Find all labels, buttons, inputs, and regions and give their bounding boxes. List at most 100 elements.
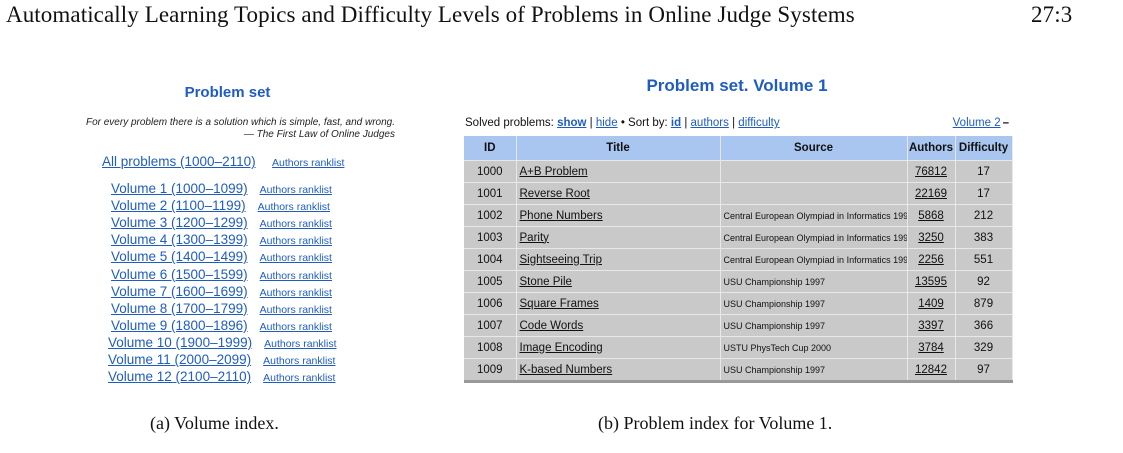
table-row: 1001 Reverse Root 22169 17 [464, 182, 1013, 205]
table-cell: 76812 [907, 160, 956, 183]
table-row: 1005 Stone Pile USU Championship 1997 13595… [464, 270, 1013, 293]
volume-link[interactable]: Volume 2 (1100–1199) [111, 198, 246, 214]
separator: | [684, 117, 688, 129]
table-cell: Image Encoding [516, 336, 721, 359]
sort-authors-link[interactable]: authors [690, 117, 729, 129]
table-cell: Code Words [516, 314, 721, 337]
table-cell: 3784 [907, 336, 956, 359]
volume-row: Volume 1 (1000–1099) Authors ranklist [111, 180, 332, 197]
authors-ranklist-link[interactable]: Authors ranklist [259, 303, 332, 316]
column-header-difficulty[interactable]: Difficulty [955, 136, 1013, 161]
volume-link[interactable]: Volume 3 (1200–1299) [111, 215, 248, 231]
table-header-row: ID Title Source Authors Difficulty [464, 136, 1013, 161]
table-cell: 1004 [464, 248, 517, 271]
table-cell: K-based Numbers [516, 358, 721, 382]
problem-authors-link[interactable]: 13595 [915, 275, 947, 288]
table-cell: 17 [955, 160, 1013, 183]
problem-title-link[interactable]: A+B Problem [519, 165, 588, 178]
volume-link[interactable]: Volume 9 (1800–1896) [111, 317, 248, 333]
problem-authors-link[interactable]: 3784 [918, 341, 944, 354]
problem-difficulty: 17 [977, 165, 990, 178]
column-header-id[interactable]: ID [464, 136, 517, 161]
authors-ranklist-link[interactable]: Authors ranklist [259, 218, 332, 231]
authors-ranklist-link[interactable]: Authors ranklist [259, 252, 332, 265]
problem-title-link[interactable]: Code Words [519, 319, 584, 332]
table-cell: 1003 [464, 226, 517, 249]
problem-id: 1008 [476, 341, 503, 354]
problem-title-link[interactable]: Parity [519, 231, 549, 244]
authors-ranklist-link[interactable]: Authors ranklist [259, 320, 332, 333]
problem-title-link[interactable]: Sightseeing Trip [519, 253, 602, 266]
table-cell: 97 [955, 358, 1013, 382]
paper-title: Automatically Learning Topics and Diffic… [6, 2, 855, 27]
problem-title-link[interactable]: Image Encoding [519, 341, 603, 354]
authors-ranklist-link[interactable]: Authors ranklist [259, 269, 332, 282]
separator: | [589, 117, 593, 129]
volume-index-screenshot: Problem set For every problem there is a… [50, 70, 410, 390]
solved-problems-label: Solved problems: [465, 117, 554, 129]
problem-title-link[interactable]: Square Frames [519, 297, 599, 310]
next-volume-dash: – [1002, 117, 1009, 129]
authors-ranklist-link[interactable]: Authors ranklist [272, 157, 345, 169]
table-cell: Central European Olympiad in Informatics… [720, 226, 908, 249]
problem-authors-link[interactable]: 76812 [915, 165, 947, 178]
problem-table: ID Title Source Authors Difficulty 1000 A… [464, 136, 1013, 383]
all-problems-link[interactable]: All problems (1000–2110) [102, 154, 256, 169]
show-link[interactable]: show [557, 117, 587, 129]
volume-link[interactable]: Volume 11 (2000–2099) [108, 352, 252, 367]
table-cell: USU Championship 1997 [720, 358, 908, 382]
volume-link[interactable]: Volume 7 (1600–1699) [111, 283, 248, 299]
table-cell: 383 [955, 226, 1013, 249]
table-body: 1000 A+B Problem 76812 17 1001 Reverse Root 22… [464, 160, 1013, 382]
sort-difficulty-link[interactable]: difficulty [738, 117, 780, 129]
table-cell: 1009 [464, 358, 517, 382]
problem-difficulty: 879 [973, 297, 994, 310]
volume-link[interactable]: Volume 5 (1400–1499) [111, 249, 248, 265]
table-cell: A+B Problem [516, 160, 721, 183]
authors-ranklist-link[interactable]: Authors ranklist [263, 372, 336, 385]
volume-link[interactable]: Volume 12 (2100–2110) [108, 369, 252, 385]
volume-row: Volume 12 (2100–2110) Authors ranklist [108, 368, 335, 385]
problem-title-link[interactable]: Reverse Root [519, 187, 590, 200]
column-header-authors[interactable]: Authors [907, 136, 956, 161]
table-row: 1006 Square Frames USU Championship 1997 14… [464, 292, 1013, 315]
problem-authors-link[interactable]: 12842 [915, 363, 947, 376]
next-volume-link[interactable]: Volume 2 [952, 117, 1001, 129]
volume-link[interactable]: Volume 4 (1300–1399) [111, 232, 248, 248]
problem-title-link[interactable]: Phone Numbers [519, 209, 603, 222]
table-cell: 1001 [464, 182, 517, 205]
epigraph-attribution: — The First Law of Online Judges [243, 129, 395, 140]
volume-row: Volume 10 (1900–1999) Authors ranklist [108, 334, 337, 351]
problem-difficulty: 551 [973, 253, 994, 266]
problem-source: Central European Olympiad in Informatics… [723, 254, 907, 265]
sort-id-link[interactable]: id [670, 117, 682, 129]
problem-authors-link[interactable]: 1409 [918, 297, 944, 310]
problem-authors-link[interactable]: 3397 [918, 319, 944, 332]
volume-link[interactable]: Volume 10 (1900–1999) [108, 334, 253, 350]
problem-source: USU Championship 1997 [723, 276, 826, 287]
toolbar: Solved problems: show | hide • Sort by: … [465, 117, 780, 129]
column-header-source: Source [720, 136, 908, 161]
page-number: 27:3 [1031, 2, 1073, 27]
volume-link[interactable]: Volume 8 (1700–1799) [111, 300, 248, 316]
authors-ranklist-link[interactable]: Authors ranklist [259, 286, 332, 299]
problem-title-link[interactable]: Stone Pile [519, 275, 572, 288]
problem-authors-link[interactable]: 3250 [918, 231, 944, 244]
problem-title-link[interactable]: K-based Numbers [519, 363, 613, 376]
authors-ranklist-link[interactable]: Authors ranklist [263, 355, 336, 367]
authors-ranklist-link[interactable]: Authors ranklist [259, 184, 332, 196]
authors-ranklist-link[interactable]: Authors ranklist [257, 201, 330, 214]
problem-authors-link[interactable]: 2256 [918, 253, 944, 266]
problem-source: Central European Olympiad in Informatics… [723, 210, 907, 221]
table-cell: 329 [955, 336, 1013, 359]
authors-ranklist-link[interactable]: Authors ranklist [259, 235, 332, 248]
problem-id: 1007 [476, 319, 503, 332]
volume-link[interactable]: Volume 1 (1000–1099) [111, 181, 248, 196]
table-cell: 3250 [907, 226, 956, 249]
hide-link[interactable]: hide [595, 117, 618, 129]
problem-authors-link[interactable]: 22169 [915, 187, 947, 200]
problem-authors-link[interactable]: 5868 [918, 209, 944, 222]
table-cell: Central European Olympiad in Informatics… [720, 248, 908, 271]
authors-ranklist-link[interactable]: Authors ranklist [264, 337, 337, 350]
volume-link[interactable]: Volume 6 (1500–1599) [111, 266, 248, 282]
